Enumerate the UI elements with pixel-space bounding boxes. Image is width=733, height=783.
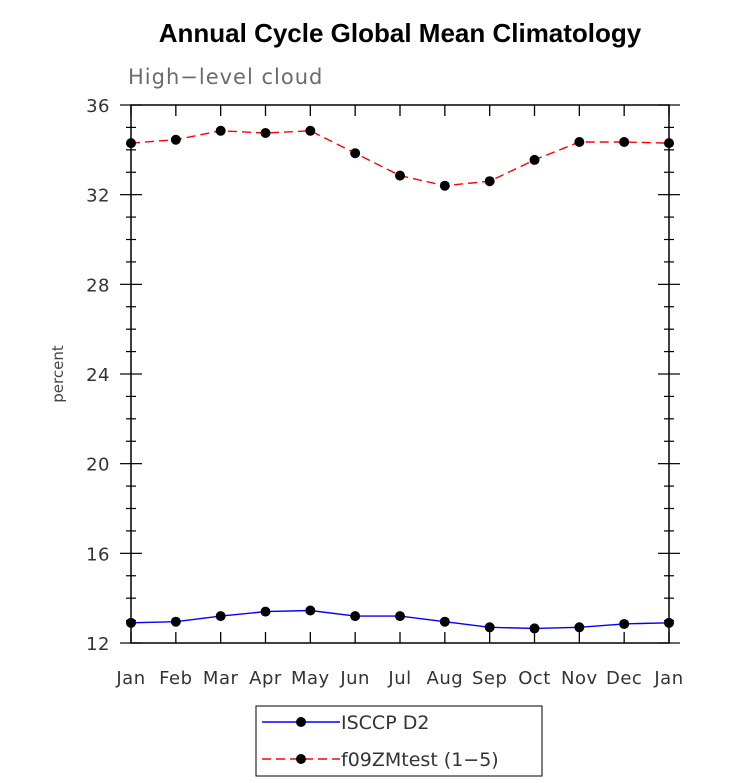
data-point xyxy=(529,623,540,634)
data-point xyxy=(350,148,361,159)
data-point xyxy=(170,134,181,145)
y-axis-label: percent xyxy=(49,345,67,403)
data-point xyxy=(260,128,271,139)
x-tick-label: Dec xyxy=(606,668,642,689)
data-point xyxy=(350,611,361,622)
data-point xyxy=(126,617,136,628)
data-point xyxy=(574,136,585,147)
legend-box xyxy=(255,705,543,777)
x-tick-label: Mar xyxy=(203,668,239,689)
data-point xyxy=(529,154,540,165)
data-point xyxy=(619,136,630,147)
data-point xyxy=(484,176,495,187)
data-point xyxy=(619,618,630,629)
x-tick-label: Jul xyxy=(387,668,411,689)
x-tick-label: Nov xyxy=(561,668,598,689)
data-point xyxy=(664,138,674,149)
y-tick-label: 36 xyxy=(86,96,110,117)
data-point xyxy=(170,616,181,627)
data-point xyxy=(395,170,405,181)
data-point xyxy=(215,611,226,622)
data-point xyxy=(215,125,226,136)
legend-marker xyxy=(296,754,306,764)
x-tick-label: Aug xyxy=(427,668,464,689)
x-tick-label: Apr xyxy=(249,668,282,689)
x-tick-label: Sep xyxy=(472,668,507,689)
axis-ticks xyxy=(120,104,680,644)
data-point xyxy=(574,622,585,633)
data-point xyxy=(126,138,136,149)
data-point xyxy=(305,125,316,136)
series-layer xyxy=(126,125,674,634)
data-point xyxy=(260,606,271,617)
data-point xyxy=(439,180,450,191)
y-tick-label: 20 xyxy=(86,455,110,476)
data-point xyxy=(305,605,316,616)
x-tick-label: Jan xyxy=(653,668,683,689)
y-tick-label: 32 xyxy=(86,186,110,207)
x-tick-label: May xyxy=(291,668,330,689)
legend-label: f09ZMtest (1−5) xyxy=(341,749,499,771)
legend-marker xyxy=(296,717,306,727)
data-point xyxy=(664,617,674,628)
legend-label: ISCCP D2 xyxy=(341,712,429,734)
x-tick-label: Jun xyxy=(339,668,370,689)
x-tick-label: Feb xyxy=(159,668,192,689)
x-tick-label: Oct xyxy=(518,668,551,689)
y-tick-label: 28 xyxy=(86,275,110,296)
axis-tick-labels: Jan Feb Mar Apr May Jun Jul Aug Sep Oct Nov Dec Jan1… xyxy=(86,96,683,689)
chart-subtitle: High−level cloud xyxy=(128,65,323,89)
plot-frame xyxy=(130,104,670,644)
legend: ISCCP D2 f09ZMtest (1−5) xyxy=(255,705,543,777)
x-tick-label: Jan xyxy=(115,668,145,689)
chart-title: Annual Cycle Global Mean Climatology xyxy=(159,18,642,48)
y-tick-label: 12 xyxy=(86,634,110,655)
data-point xyxy=(484,622,495,633)
data-point xyxy=(439,616,450,627)
data-point xyxy=(395,611,405,622)
y-tick-label: 24 xyxy=(86,365,110,386)
y-tick-label: 16 xyxy=(86,544,110,565)
